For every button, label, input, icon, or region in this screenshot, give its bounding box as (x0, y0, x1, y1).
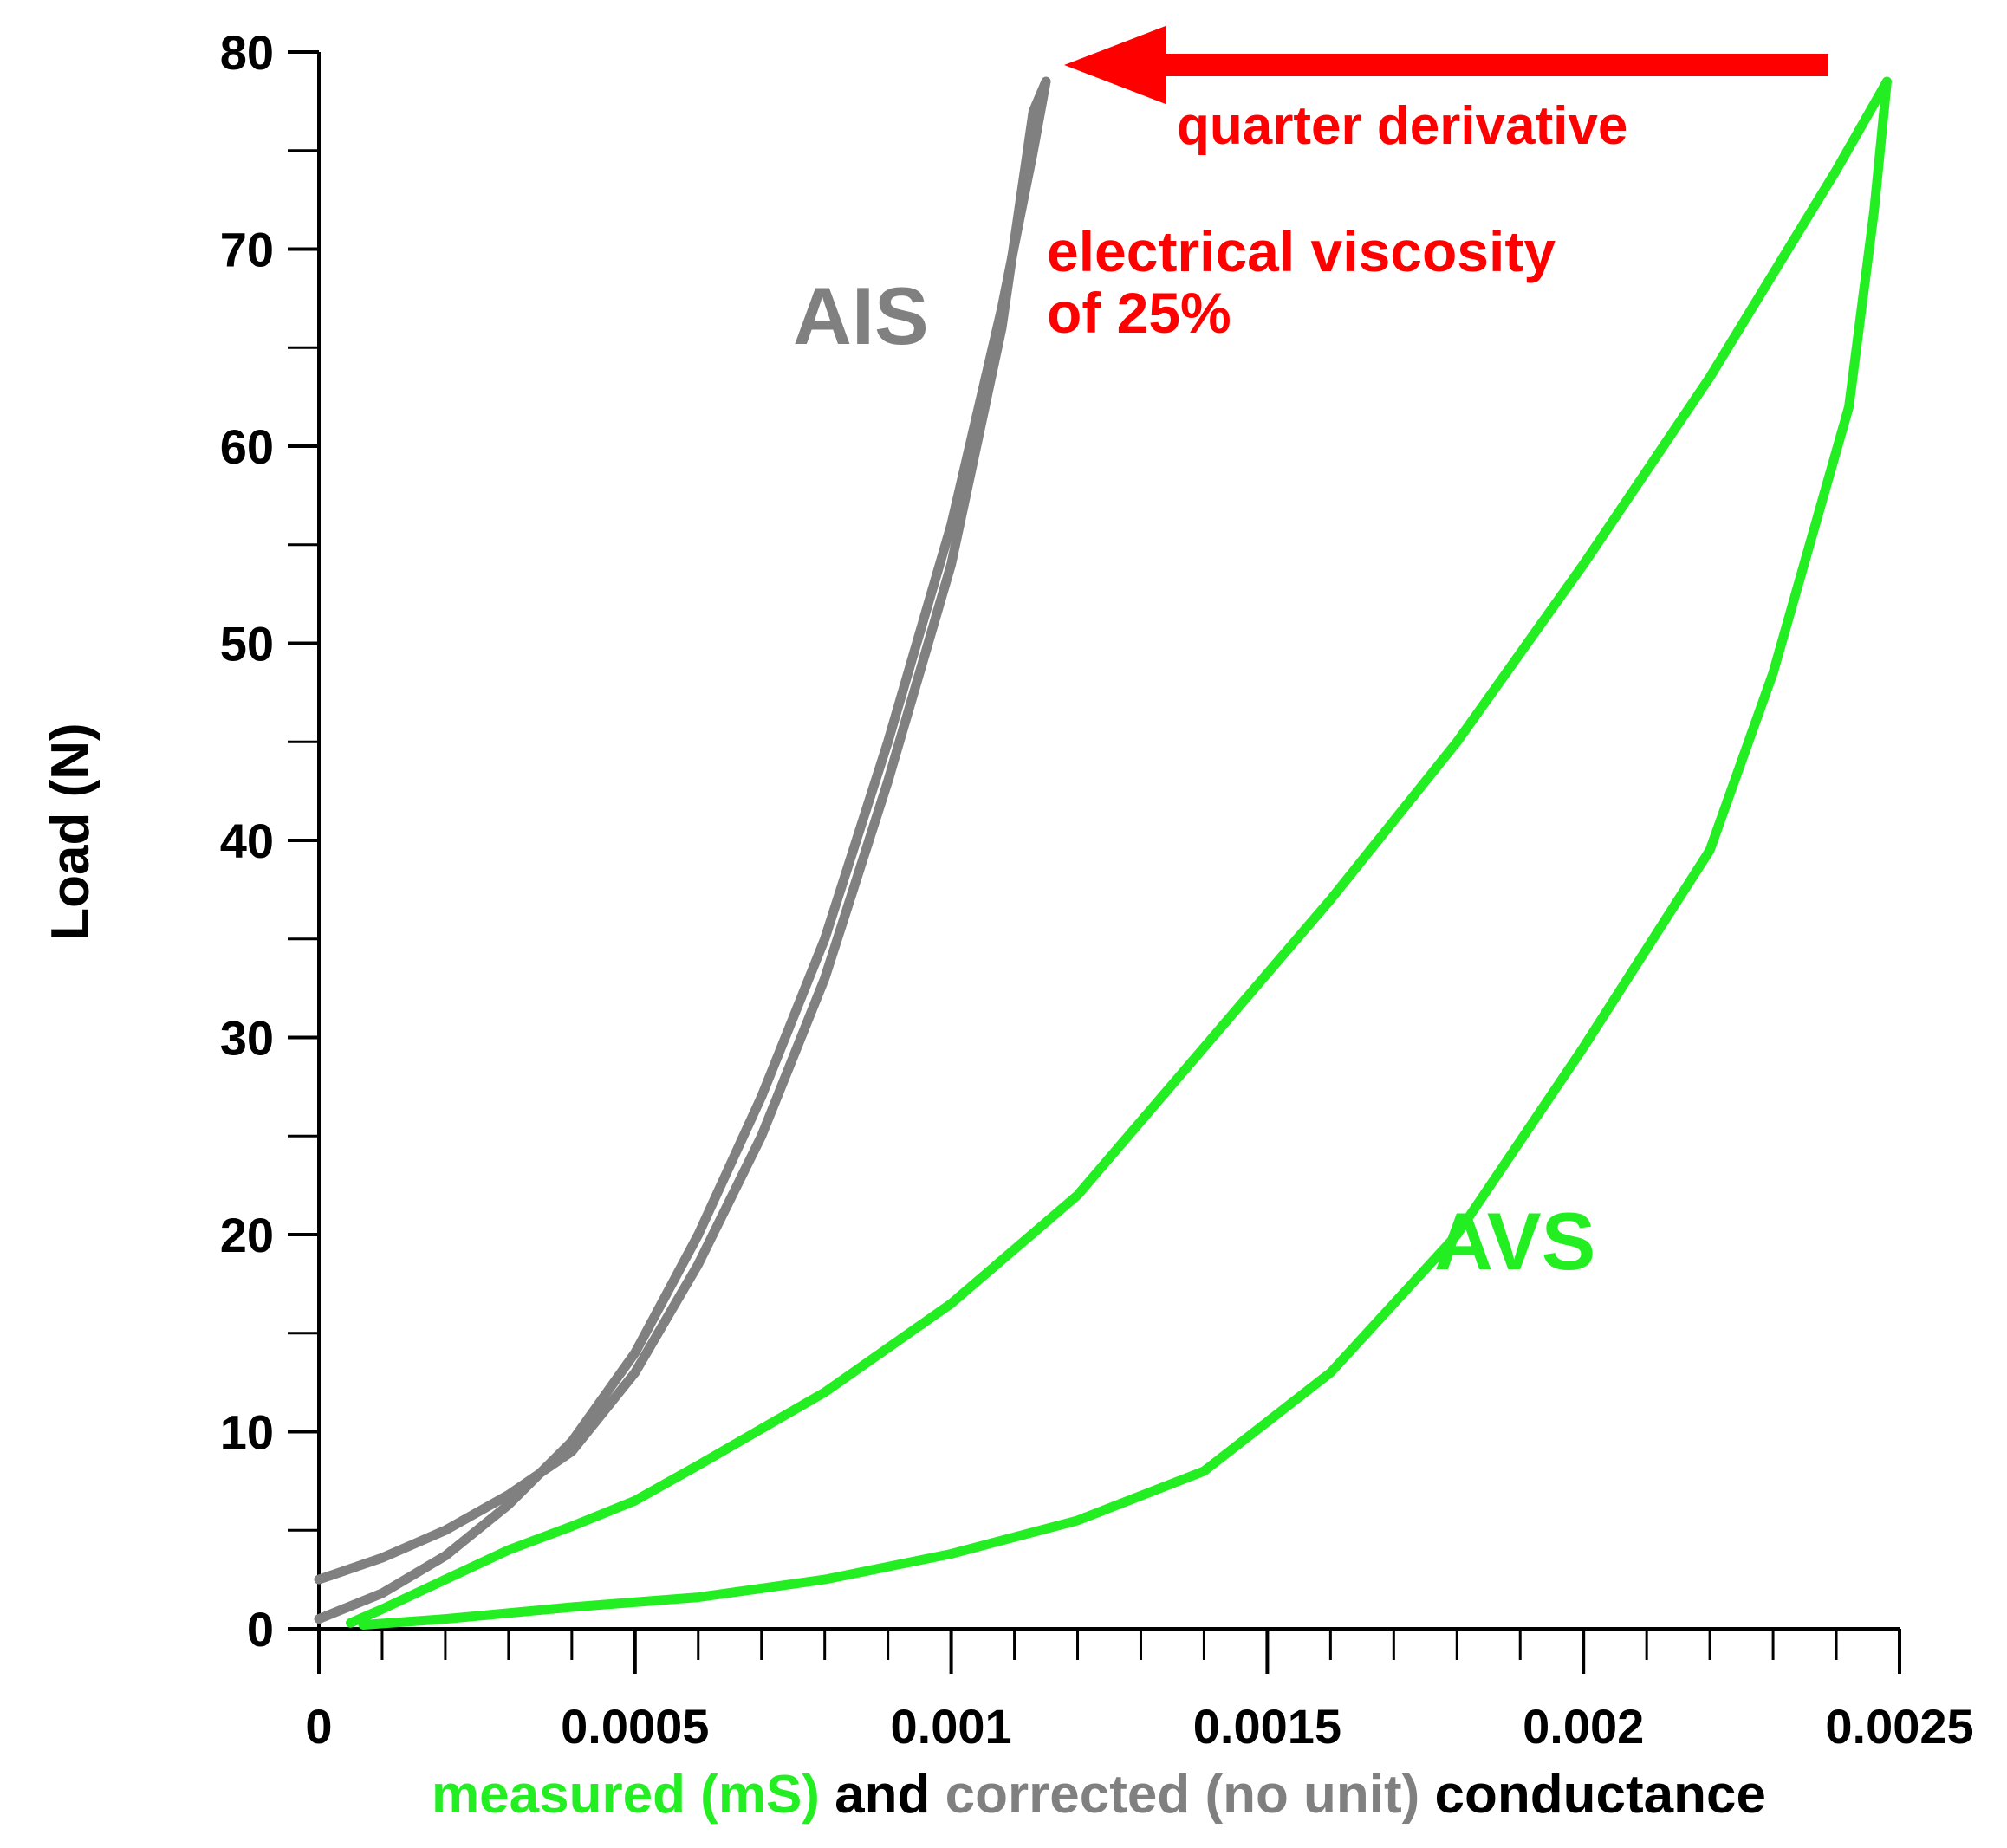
x-axis-title-part-corrected: corrected (no unit) (945, 1765, 1420, 1825)
ais-unloading-curve (314, 76, 1051, 1585)
x-axis-title-part-and: and (820, 1765, 945, 1825)
series-layer (314, 76, 1892, 1630)
ais-label: AIS (793, 270, 929, 361)
y-tick-label: 70 (220, 223, 274, 277)
series-avs (346, 76, 1892, 1630)
x-tick-label: 0.002 (1523, 1699, 1644, 1754)
arrow-text: quarter derivative (1177, 96, 1627, 156)
viscosity-line2: of 25% (1047, 281, 1231, 345)
x-axis-title-part-measured: measured (mS) (432, 1765, 820, 1825)
avs-unloading-curve (358, 76, 1892, 1630)
x-tick-label: 0.0005 (561, 1699, 709, 1754)
y-tick-label: 20 (220, 1208, 274, 1262)
y-tick-label: 60 (220, 419, 274, 474)
y-tick-label: 30 (220, 1011, 274, 1066)
axes: 0 10 20 30 40 50 60 70 80 0 0.0005 0.001 0.0015 0.002… (220, 25, 1974, 1754)
x-tick-label: 0.001 (891, 1699, 1012, 1754)
y-axis-title: Load (N) (41, 723, 101, 940)
arrow-shaft (1161, 54, 1828, 76)
arrow-head (1064, 26, 1166, 104)
y-tick-label: 40 (220, 814, 274, 868)
x-tick-label: 0.0015 (1193, 1699, 1341, 1754)
viscosity-line1: electrical viscosity (1047, 219, 1556, 283)
x-axis-title-part-conductance: conductance (1419, 1765, 1766, 1825)
x-tick-label: 0 (305, 1699, 332, 1754)
avs-loading-curve (346, 76, 1892, 1628)
series-ais (314, 76, 1051, 1624)
y-tick-label: 50 (220, 617, 274, 671)
y-tick-label: 0 (247, 1602, 274, 1657)
y-tick-label: 80 (220, 25, 274, 80)
avs-label: AVS (1434, 1196, 1595, 1287)
x-tick-label: 0.0025 (1825, 1699, 1973, 1754)
ais-loading-curve (314, 76, 1051, 1624)
red-arrow (1064, 26, 1828, 104)
x-axis-title: measured (mS) and corrected (no unit) co… (432, 1765, 1766, 1825)
y-tick-label: 10 (220, 1405, 274, 1460)
